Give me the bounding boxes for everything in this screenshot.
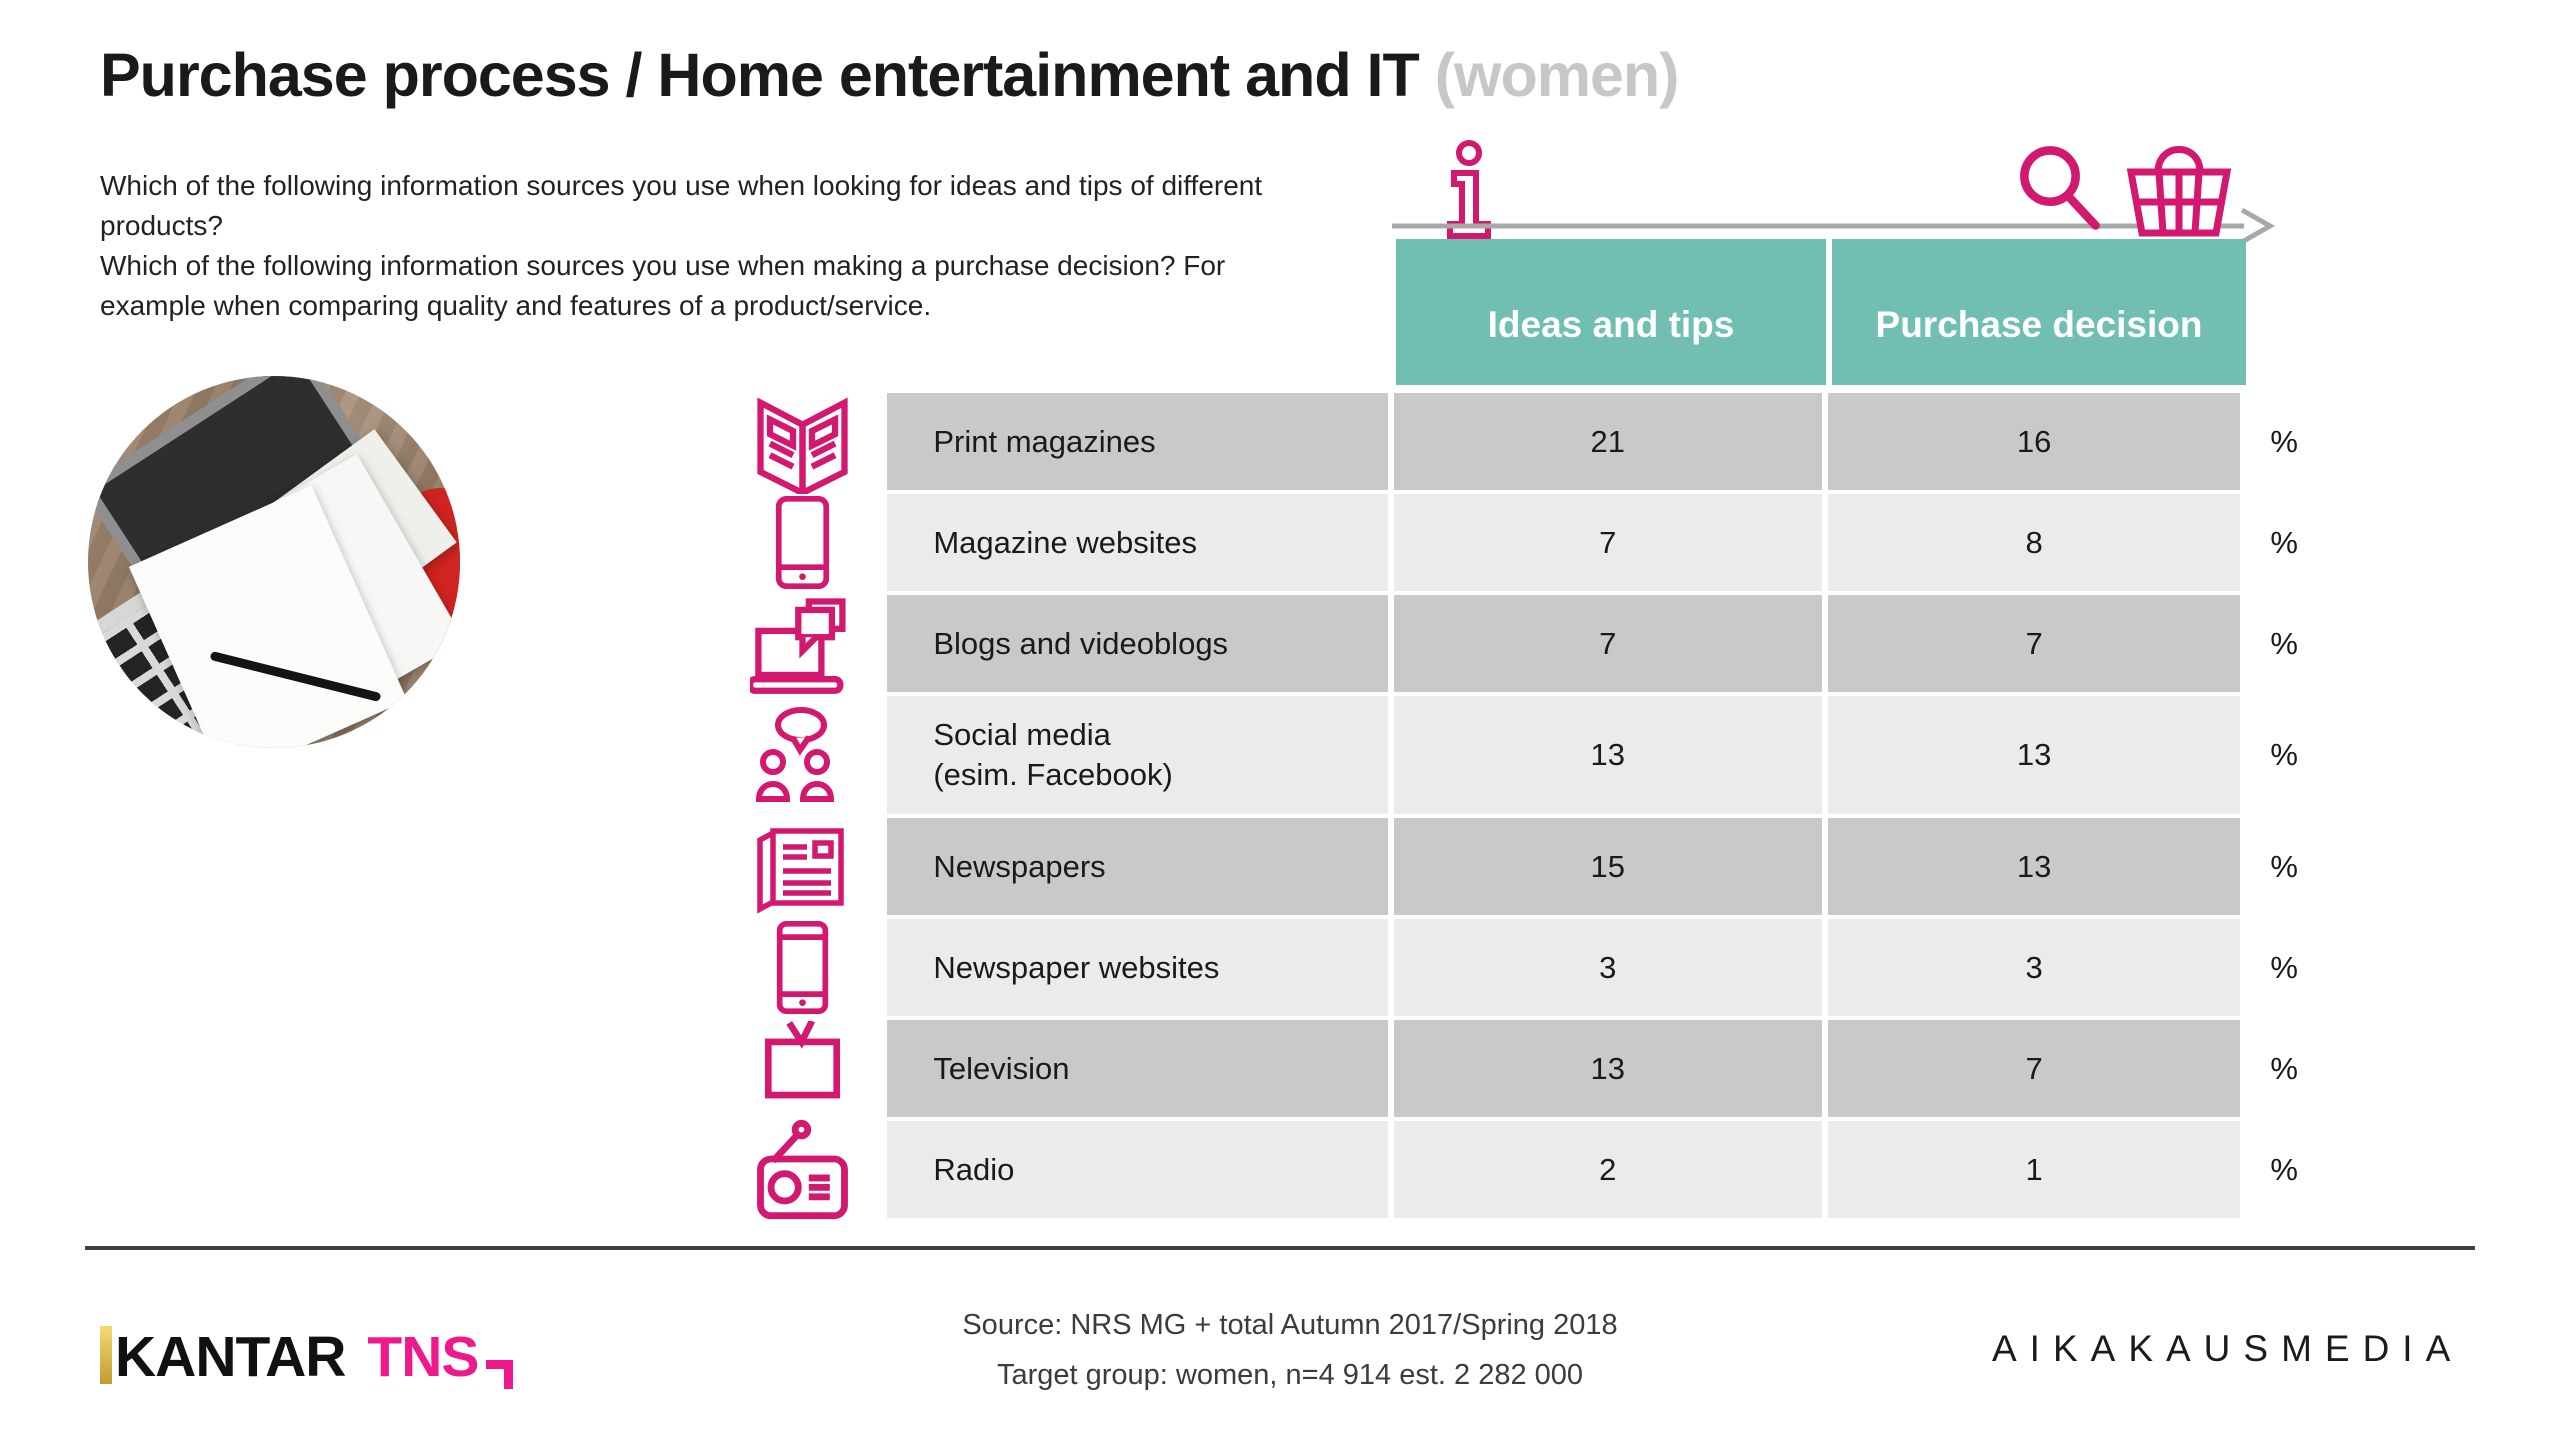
decision-value: 16 bbox=[1827, 393, 2241, 490]
ideas-value: 21 bbox=[1393, 393, 1822, 490]
percent-sign: % bbox=[2270, 949, 2298, 985]
row-label: Television bbox=[887, 1020, 1388, 1117]
title-main: Purchase process / Home entertainment an… bbox=[100, 41, 1420, 109]
row-label: Blogs and videoblogs bbox=[887, 595, 1388, 692]
tablet-icon bbox=[777, 920, 829, 1015]
percent-sign: % bbox=[2270, 737, 2298, 772]
tv-icon bbox=[765, 1021, 841, 1099]
table-row: Blogs and videoblogs 7 7 % bbox=[718, 595, 2328, 694]
ideas-value: 15 bbox=[1393, 818, 1822, 915]
table-row: Newspapers 15 13 % bbox=[718, 818, 2328, 915]
percent-sign: % bbox=[2270, 848, 2298, 884]
row-label: Newspapers bbox=[887, 818, 1388, 915]
magazine-icon bbox=[757, 397, 848, 494]
source-line-2: Target group: women, n=4 914 est. 2 282 … bbox=[996, 1359, 1584, 1391]
kantar-tns-logo: KANTAR TNS bbox=[100, 1324, 514, 1390]
aikakausmedia-logo: AIKAKAUSMEDIA bbox=[1992, 1328, 2464, 1369]
row-icon-cell bbox=[718, 393, 887, 494]
footer-divider bbox=[85, 1246, 2475, 1250]
row-icon-cell bbox=[718, 494, 887, 591]
percent-sign: % bbox=[2270, 625, 2298, 661]
tns-corner-mark bbox=[486, 1360, 514, 1389]
source-line-1: Source: NRS MG + total Autumn 2017/Sprin… bbox=[962, 1309, 1618, 1341]
decision-value: 8 bbox=[1827, 494, 2241, 591]
desk-photo bbox=[88, 376, 460, 748]
page-title: Purchase process / Home entertainment an… bbox=[100, 40, 1680, 110]
table-row: Print magazines 21 16 % bbox=[718, 393, 2328, 494]
row-label: Newspaper websites bbox=[887, 919, 1388, 1016]
kantar-wordmark: KANTAR bbox=[115, 1325, 346, 1389]
survey-questions: Which of the following information sourc… bbox=[100, 166, 1300, 326]
decision-value: 3 bbox=[1827, 919, 2241, 1016]
decision-value: 13 bbox=[1827, 818, 2241, 915]
table-row: Magazine websites 7 8 % bbox=[718, 494, 2328, 591]
table-row: Radio 2 1 % bbox=[718, 1119, 2328, 1220]
kantar-gold-bar bbox=[100, 1326, 112, 1384]
row-label: Radio bbox=[887, 1121, 1388, 1218]
title-suffix: (women) bbox=[1434, 41, 1680, 109]
column-header-decision: Purchase decision bbox=[1832, 239, 2246, 385]
question-2: Which of the following information sourc… bbox=[100, 250, 1226, 321]
percent-sign: % bbox=[2270, 524, 2298, 560]
ideas-value: 2 bbox=[1393, 1121, 1822, 1218]
people-speech-icon bbox=[755, 707, 834, 802]
percent-sign: % bbox=[2270, 423, 2298, 459]
ideas-value: 13 bbox=[1393, 1020, 1822, 1117]
timeline-arrow bbox=[1392, 207, 2276, 245]
ideas-value: 7 bbox=[1393, 595, 1822, 692]
tns-wordmark: TNS bbox=[367, 1325, 479, 1389]
source-note: Source: NRS MG + total Autumn 2017/Sprin… bbox=[880, 1300, 1700, 1400]
row-label: Social media (esim. Facebook) bbox=[887, 696, 1388, 814]
decision-value: 13 bbox=[1827, 696, 2241, 814]
laptop-speech-icon bbox=[750, 598, 846, 694]
table-row: Television 13 7 % bbox=[718, 1020, 2328, 1117]
decision-value: 7 bbox=[1827, 595, 2241, 692]
row-icon-cell bbox=[718, 1020, 887, 1117]
table-row: Social media (esim. Facebook) 13 13 % bbox=[718, 696, 2328, 814]
row-icon-cell bbox=[718, 696, 887, 814]
shopping-basket-icon bbox=[2126, 146, 2232, 237]
decision-value: 7 bbox=[1827, 1020, 2241, 1117]
decision-value: 1 bbox=[1827, 1121, 2241, 1218]
percent-sign: % bbox=[2270, 1151, 2298, 1187]
ideas-value: 7 bbox=[1393, 494, 1822, 591]
column-header-ideas: Ideas and tips bbox=[1396, 239, 1826, 385]
tablet-icon bbox=[776, 495, 830, 590]
row-label: Magazine websites bbox=[887, 494, 1388, 591]
info-icon bbox=[1447, 140, 1491, 239]
row-icon-cell bbox=[718, 818, 887, 915]
radio-icon bbox=[757, 1119, 849, 1220]
ideas-value: 13 bbox=[1393, 696, 1822, 814]
table-row: Newspaper websites 3 3 % bbox=[718, 919, 2328, 1016]
newspaper-icon bbox=[756, 827, 844, 914]
row-label: Print magazines bbox=[887, 393, 1388, 490]
ideas-value: 3 bbox=[1393, 919, 1822, 1016]
row-icon-cell bbox=[718, 595, 887, 694]
row-icon-cell bbox=[718, 919, 887, 1016]
percent-sign: % bbox=[2270, 1050, 2298, 1086]
question-1: Which of the following information sourc… bbox=[100, 170, 1263, 241]
magnifier-icon bbox=[2020, 146, 2100, 230]
row-icon-cell bbox=[718, 1119, 887, 1220]
